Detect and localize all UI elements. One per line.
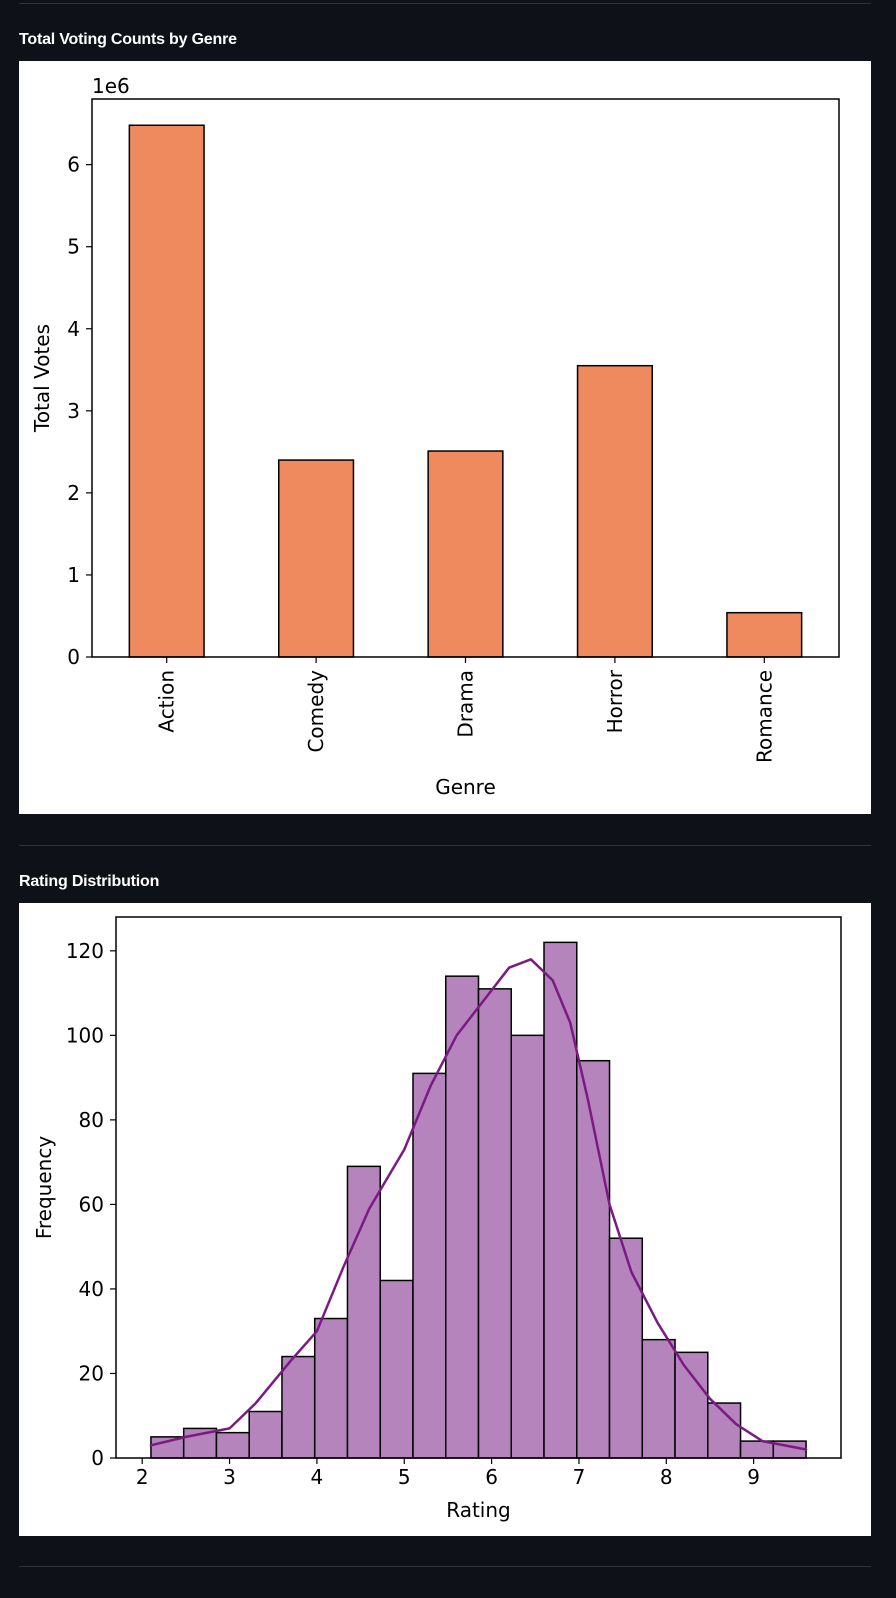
x-tick-label: Action bbox=[155, 670, 179, 733]
section-title-votes: Total Voting Counts by Genre bbox=[19, 31, 237, 48]
y-tick-label: 60 bbox=[79, 1192, 104, 1216]
hist-bar bbox=[346, 1165, 381, 1459]
rating-chart-card: 2 3 4 5 6 7 8 9 0 20 40 60 80 100 120 Rating Frequency bbox=[19, 903, 871, 1536]
rating-histogram: 2 3 4 5 6 7 8 9 0 20 40 60 80 100 120 Rating Frequency bbox=[32, 916, 842, 1522]
x-axis-label: Rating bbox=[446, 1498, 510, 1522]
x-tick-label: Drama bbox=[454, 670, 478, 738]
hist-bar bbox=[215, 1431, 250, 1459]
bar-romance bbox=[726, 611, 803, 658]
hist-bar bbox=[248, 1410, 283, 1459]
x-axis-label: Genre bbox=[435, 775, 496, 799]
y-tick-label: 1 bbox=[67, 563, 80, 587]
y-offset-label: 1e6 bbox=[92, 74, 130, 98]
hist-bar bbox=[543, 941, 578, 1459]
bottom-divider bbox=[19, 1566, 871, 1567]
y-tick-label: 120 bbox=[66, 939, 104, 963]
hist-bar bbox=[313, 1317, 349, 1459]
y-tick-label: 3 bbox=[67, 399, 80, 423]
hist-bar bbox=[150, 1436, 185, 1459]
middle-divider bbox=[19, 845, 871, 846]
hist-bar bbox=[281, 1355, 316, 1459]
bar-horror bbox=[576, 364, 653, 658]
x-tick-label: 5 bbox=[398, 1465, 411, 1489]
y-tick-label: 0 bbox=[67, 645, 80, 669]
section-title-rating: Rating Distribution bbox=[19, 873, 160, 890]
x-tick-label: 8 bbox=[660, 1465, 673, 1489]
hist-bar bbox=[477, 988, 513, 1459]
plot-frame bbox=[91, 98, 840, 658]
hist-bar bbox=[379, 1279, 414, 1459]
x-tick-label: Horror bbox=[603, 669, 627, 733]
bar-drama bbox=[427, 450, 504, 658]
votes-chart-card: Action Comedy Drama Horror Romance 0 1 2 3 4 5 6 1e6… bbox=[19, 61, 871, 814]
y-tick-label: 5 bbox=[67, 235, 80, 259]
y-tick-label: 0 bbox=[91, 1446, 104, 1470]
hist-bar bbox=[739, 1440, 775, 1459]
y-tick-label: 80 bbox=[79, 1108, 104, 1132]
y-axis-label: Frequency bbox=[32, 1136, 56, 1239]
x-tick-label: 7 bbox=[573, 1465, 586, 1489]
y-tick-label: 6 bbox=[67, 153, 80, 177]
votes-bar-chart: Action Comedy Drama Horror Romance 0 1 2 3 4 5 6 1e6… bbox=[30, 74, 840, 799]
hist-bar bbox=[608, 1237, 644, 1459]
x-tick-label: 6 bbox=[485, 1465, 498, 1489]
plot-frame bbox=[115, 916, 842, 1459]
bar-action bbox=[128, 124, 205, 658]
x-tick-label: 2 bbox=[136, 1465, 149, 1489]
x-tick-label: Comedy bbox=[304, 670, 328, 753]
y-axis-label: Total Votes bbox=[30, 324, 54, 433]
x-tick-label: Romance bbox=[752, 670, 776, 763]
y-tick-label: 4 bbox=[67, 317, 80, 341]
hist-bar bbox=[510, 1034, 545, 1459]
y-tick-label: 100 bbox=[66, 1023, 104, 1047]
hist-bar bbox=[412, 1072, 447, 1459]
y-tick-label: 40 bbox=[79, 1277, 104, 1301]
x-tick-label: 3 bbox=[223, 1465, 236, 1489]
y-tick-label: 2 bbox=[67, 481, 80, 505]
kde-curve bbox=[149, 958, 808, 1451]
x-tick-label: 4 bbox=[311, 1465, 324, 1489]
hist-bar bbox=[674, 1351, 709, 1459]
bar-comedy bbox=[278, 459, 355, 658]
y-tick-label: 20 bbox=[79, 1361, 104, 1385]
x-tick-label: 9 bbox=[747, 1465, 760, 1489]
top-divider bbox=[19, 3, 871, 4]
hist-bar bbox=[641, 1338, 676, 1459]
